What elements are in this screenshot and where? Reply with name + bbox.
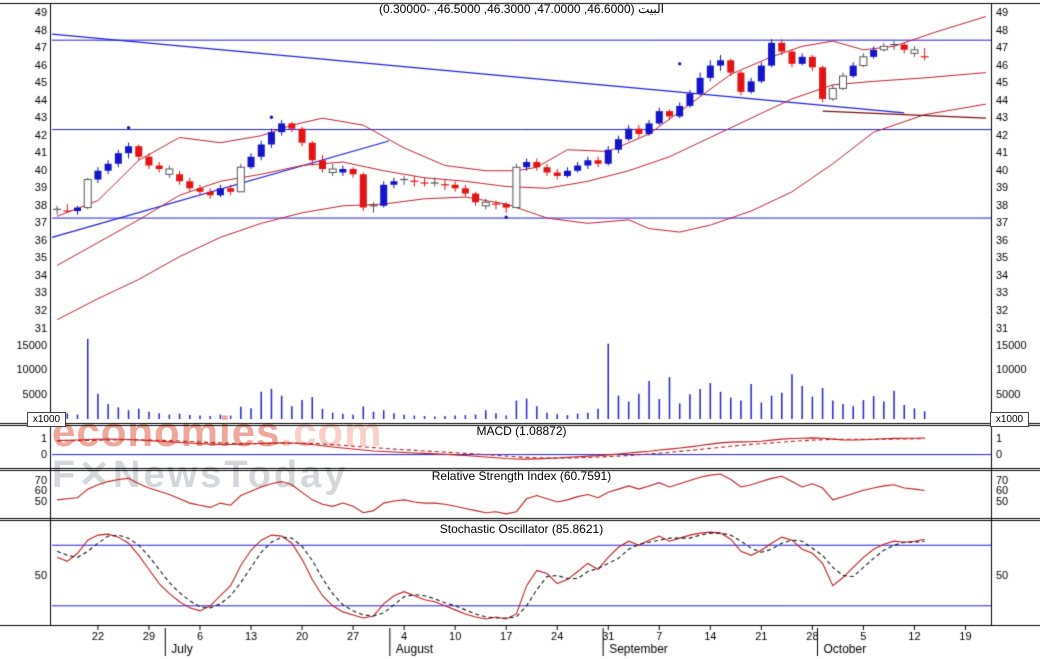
rsi-panel-title: Relative Strength Index (60.7591) [431, 469, 612, 483]
instrument-quote-title: البيت (46.6000, 47.0000, 46.3000, 46.500… [379, 2, 664, 16]
stochastic-panel-title: Stochastic Oscillator (85.8621) [439, 522, 604, 536]
volume-unit-box-right: x1000 [990, 412, 1029, 427]
volume-unit-box-left: x1000 [27, 412, 66, 427]
macd-panel-title: MACD (1.08872) [476, 424, 567, 438]
